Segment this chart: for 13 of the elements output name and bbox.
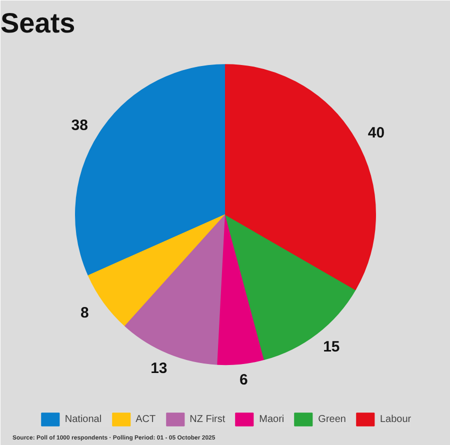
legend-label: Maori [259, 414, 284, 424]
data-label: 13 [150, 360, 168, 377]
data-label: 38 [71, 117, 88, 134]
chart-title: Seats [0, 8, 76, 38]
legend-label: Labour [380, 414, 412, 424]
legend-label: Green [318, 414, 346, 424]
data-label: 6 [240, 372, 248, 389]
data-label: 40 [368, 124, 385, 142]
legend-label: ACT [136, 414, 156, 424]
legend-label: National [64, 414, 102, 424]
data-label: 8 [80, 304, 89, 322]
data-label: 15 [323, 338, 340, 356]
legend-label: NZ First [190, 414, 226, 424]
